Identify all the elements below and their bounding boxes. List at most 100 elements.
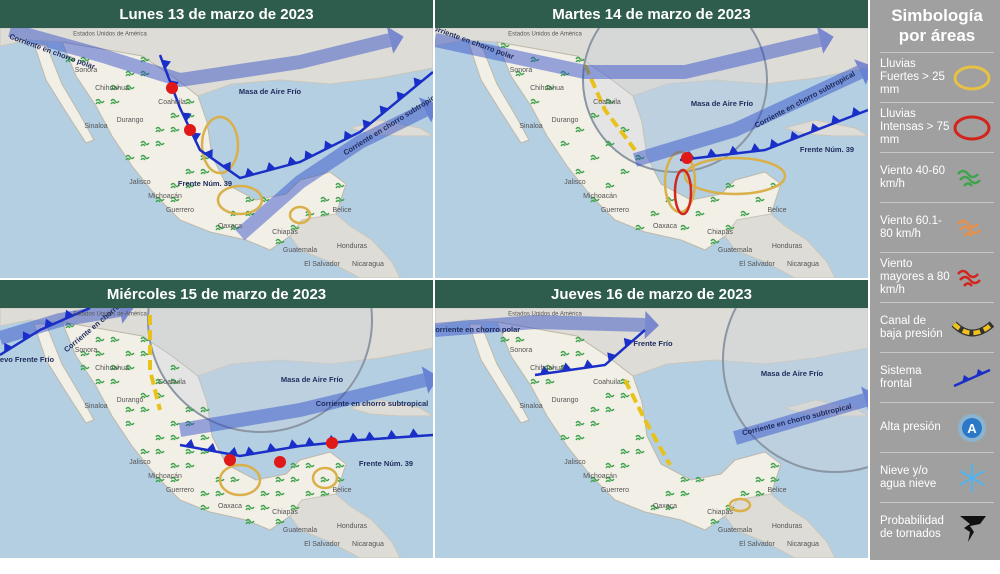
wind-symbol <box>680 490 690 497</box>
front-triangle <box>288 439 299 448</box>
legend-label: Viento 60.1-80 km/h <box>880 214 942 240</box>
wind-symbol <box>170 434 180 441</box>
jet-arrowhead <box>387 28 404 54</box>
place-label: Belice <box>767 487 786 494</box>
wind-symbol <box>755 196 765 203</box>
map-panel: Estados Unidos de América Sonora Chihuahua… <box>435 0 868 278</box>
place-label: Oaxaca <box>653 503 677 510</box>
place-label: El Salvador <box>304 261 340 268</box>
place-label: Coahuila <box>158 379 186 386</box>
place-label: Sinaloa <box>84 123 107 130</box>
jet-arrowhead <box>421 366 433 394</box>
front-triangle <box>244 446 255 456</box>
legend-label: Nieve y/o agua nieve <box>880 464 937 490</box>
front-triangle <box>222 161 231 172</box>
feature-label: Masa de Aire Frío <box>691 99 754 108</box>
jet-arrowhead <box>418 97 433 123</box>
wind-symbol <box>575 126 585 133</box>
jet-stream <box>178 373 427 437</box>
front-line <box>679 108 868 162</box>
feature-label: Corriente en chorro polar <box>430 325 521 334</box>
legend-label: Lluvias Fuertes > 25 mm <box>880 58 945 96</box>
wind-symbol <box>65 56 75 63</box>
place-label: Durango <box>117 397 144 404</box>
legend-label: Lluvias Intensas > 75 mm <box>880 108 950 146</box>
icon-shape <box>953 65 991 90</box>
legend-label: Canal de baja presión <box>880 314 943 340</box>
wind-symbol <box>185 98 195 105</box>
place-label: Coahuila <box>593 99 621 106</box>
place-label: Chiapas <box>272 229 298 236</box>
heavy-rain-area <box>218 463 262 497</box>
wind-symbol <box>275 490 285 497</box>
panel-header <box>435 280 868 308</box>
cuba <box>783 399 868 417</box>
place-label: Nicaragua <box>787 541 819 548</box>
place-label: Belice <box>332 207 351 214</box>
front-triangle <box>379 105 389 115</box>
wind-symbol <box>305 490 315 497</box>
legend-icon: A <box>958 413 986 442</box>
wind-symbol <box>95 98 105 105</box>
heavy-rain-area <box>728 497 752 513</box>
legend-item: Viento 40-60 km/h <box>880 152 994 202</box>
legend-label: Probabilidad de tornados <box>880 514 944 540</box>
place-label: Durango <box>552 117 579 124</box>
place-label: Sonora <box>75 67 98 74</box>
wind-symbol <box>215 490 225 497</box>
wind-symbol <box>185 182 195 189</box>
map: Estados Unidos de América Sonora Chihuahua… <box>0 308 433 558</box>
map: Estados Unidos de América Sonora Chihuahua… <box>0 28 433 278</box>
legend-icon <box>953 65 991 90</box>
wind-symbol <box>80 364 90 371</box>
place-label: Durango <box>117 117 144 124</box>
front-triangle <box>386 429 397 439</box>
wind-symbol <box>155 448 165 455</box>
front-triangle <box>364 431 375 440</box>
place-label: Jalisco <box>564 459 586 466</box>
front-triangle <box>413 77 423 87</box>
wind-symbol <box>170 462 180 469</box>
place-label: Oaxaca <box>653 223 677 230</box>
wind-symbol <box>140 56 150 63</box>
place-label: Durango <box>552 397 579 404</box>
legend-item: Alta presión A <box>880 402 994 452</box>
wind-symbol <box>170 196 180 203</box>
low-pressure-trough <box>583 64 637 152</box>
front-triangle <box>206 442 217 452</box>
place-label: El Salvador <box>304 541 340 548</box>
icon-shape <box>962 417 982 438</box>
high-pressure-symbol: A <box>967 421 977 436</box>
heavy-rain-area <box>683 156 787 196</box>
wind-symbol <box>125 420 135 427</box>
baja-land <box>468 43 530 144</box>
icon-shape <box>953 115 991 140</box>
front-triangle <box>831 115 841 125</box>
wind-symbol <box>170 364 180 371</box>
wind-symbol <box>200 504 210 511</box>
front-triangle <box>396 91 406 101</box>
heavy-rain-area <box>216 184 264 216</box>
wind-symbol <box>605 98 615 105</box>
wind-symbol <box>320 196 330 203</box>
wind-symbol <box>80 56 90 63</box>
legend-icon <box>959 463 985 492</box>
us-land <box>435 308 868 377</box>
icon-shape <box>957 219 981 237</box>
wind-symbol <box>140 448 150 455</box>
front-triangle <box>324 140 334 150</box>
air-mass <box>722 308 868 473</box>
wind-symbol <box>620 392 630 399</box>
legend-item: Probabilidad de tornados <box>880 502 994 552</box>
wind-symbol <box>560 70 570 77</box>
baja-land <box>468 323 530 424</box>
legend-icon <box>957 219 981 237</box>
wind-symbol <box>575 168 585 175</box>
cuba <box>348 399 433 417</box>
front-triangle <box>810 122 820 133</box>
place-label: Nicaragua <box>352 541 384 548</box>
wind-symbol <box>125 70 135 77</box>
jet-stream <box>235 103 429 241</box>
wind-symbol <box>575 56 585 63</box>
panel-title: Jueves 16 de marzo de 2023 <box>551 286 752 303</box>
